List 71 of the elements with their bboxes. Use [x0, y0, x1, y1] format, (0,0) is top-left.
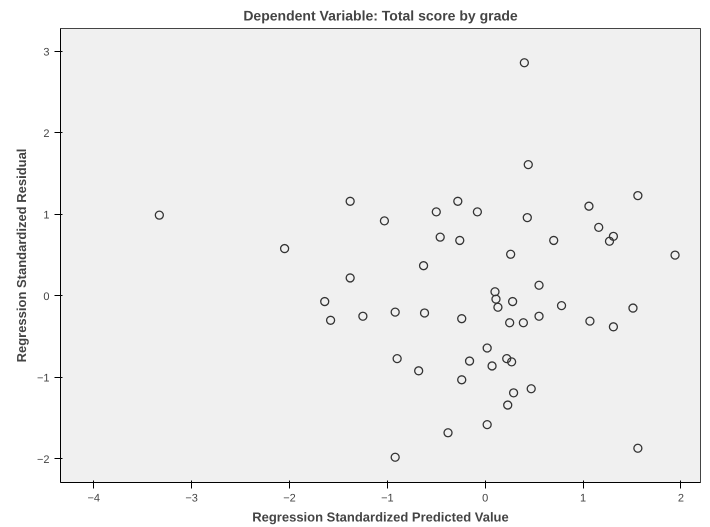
point	[487, 361, 497, 371]
point	[534, 280, 544, 290]
point	[608, 232, 618, 241]
point	[453, 196, 462, 206]
point	[491, 294, 501, 304]
point	[443, 428, 453, 438]
point	[432, 207, 441, 217]
chart-title: Dependent Variable: Total score by grade	[243, 8, 518, 24]
point	[508, 296, 518, 306]
point	[490, 287, 500, 296]
point	[358, 312, 368, 321]
point	[482, 343, 492, 353]
y-tick-label: 0	[43, 290, 50, 303]
y-axis-title: Regression Standardized Residual	[14, 148, 29, 362]
point	[346, 273, 355, 283]
point	[520, 58, 530, 68]
point	[472, 207, 482, 217]
point	[464, 356, 474, 366]
x-axis-title: Regression Standardized Predicted Value	[252, 510, 509, 524]
point	[524, 160, 533, 170]
x-tick-label: −2	[283, 492, 296, 504]
point	[455, 236, 464, 246]
x-tick-label: 1	[580, 492, 586, 504]
x-tick-label: −4	[88, 492, 100, 504]
point	[502, 354, 512, 364]
point	[594, 222, 604, 232]
point	[320, 296, 330, 306]
point	[392, 354, 402, 364]
point	[414, 366, 424, 376]
y-tick-label: −1	[36, 372, 50, 384]
point	[518, 318, 528, 328]
point	[326, 316, 336, 325]
point	[526, 384, 536, 394]
point	[604, 236, 614, 246]
point	[390, 452, 400, 462]
y-tick-label: 1	[43, 209, 50, 222]
point	[608, 322, 618, 332]
point	[503, 400, 512, 410]
point	[493, 302, 503, 312]
point	[380, 216, 390, 226]
point	[482, 420, 492, 430]
point	[585, 316, 595, 326]
point	[670, 250, 680, 260]
y-tick-label: 2	[43, 128, 50, 140]
point	[534, 312, 544, 321]
y-tick-label: −2	[36, 454, 50, 466]
point	[633, 444, 643, 453]
point	[346, 196, 355, 206]
x-tick-label: −3	[185, 492, 198, 504]
x-tick-label: 0	[482, 492, 488, 504]
point	[436, 232, 445, 242]
point	[457, 314, 466, 324]
point	[633, 190, 643, 200]
point	[420, 308, 430, 318]
point	[506, 357, 516, 367]
point	[556, 300, 566, 310]
point	[628, 303, 638, 313]
point	[549, 236, 558, 246]
point	[505, 318, 514, 328]
point	[154, 210, 164, 220]
x-tick-label: 2	[678, 492, 684, 504]
point	[522, 212, 532, 222]
x-tick-label: −1	[381, 492, 394, 504]
point	[508, 388, 518, 398]
point	[280, 244, 290, 254]
y-tick-label: 3	[43, 46, 50, 58]
point	[584, 202, 594, 211]
point	[506, 250, 516, 259]
point	[390, 308, 400, 317]
point	[418, 261, 428, 270]
point	[457, 375, 466, 384]
